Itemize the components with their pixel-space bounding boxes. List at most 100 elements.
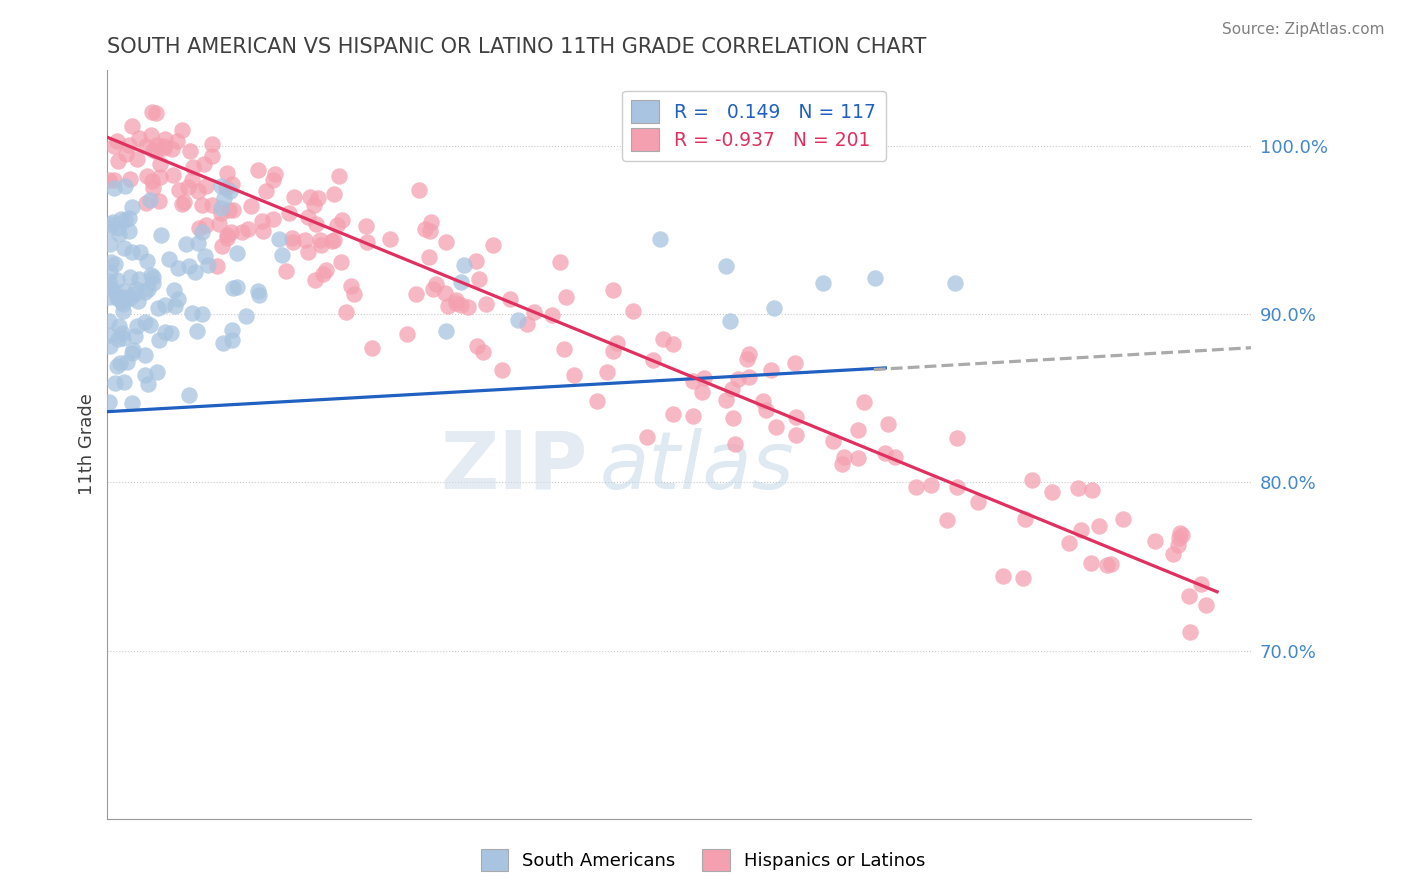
Point	[134, 348, 156, 362]
Point	[434, 324, 457, 338]
Point	[103, 215, 125, 229]
Point	[146, 301, 169, 315]
Point	[179, 260, 201, 274]
Point	[875, 446, 897, 460]
Point	[112, 297, 135, 311]
Point	[1112, 511, 1135, 525]
Point	[186, 324, 208, 338]
Point	[134, 368, 156, 383]
Point	[114, 213, 136, 227]
Point	[562, 368, 585, 382]
Point	[98, 314, 121, 328]
Point	[163, 283, 186, 297]
Point	[107, 273, 129, 287]
Point	[1167, 538, 1189, 552]
Legend: R =   0.149   N = 117, R = -0.937   N = 201: R = 0.149 N = 117, R = -0.937 N = 201	[621, 91, 886, 161]
Point	[437, 299, 460, 313]
Point	[481, 238, 503, 252]
Point	[195, 178, 218, 193]
Point	[148, 194, 170, 209]
Point	[183, 160, 205, 174]
Point	[250, 214, 273, 228]
Point	[641, 353, 664, 368]
Point	[465, 338, 488, 352]
Point	[201, 198, 224, 212]
Point	[112, 290, 135, 304]
Point	[184, 265, 207, 279]
Point	[98, 217, 121, 231]
Point	[821, 434, 844, 448]
Point	[661, 336, 683, 351]
Point	[299, 189, 322, 203]
Point	[148, 333, 170, 347]
Point	[153, 139, 176, 153]
Point	[121, 119, 143, 133]
Point	[103, 138, 125, 153]
Point	[652, 332, 675, 346]
Point	[177, 180, 200, 194]
Point	[97, 275, 120, 289]
Text: ZIP: ZIP	[440, 428, 588, 506]
Point	[112, 285, 135, 299]
Point	[1040, 484, 1063, 499]
Point	[262, 212, 284, 227]
Point	[304, 272, 326, 286]
Point	[1189, 577, 1212, 591]
Point	[848, 450, 870, 465]
Point	[446, 293, 468, 307]
Point	[134, 314, 156, 328]
Point	[832, 450, 855, 465]
Point	[201, 149, 224, 163]
Point	[125, 153, 148, 167]
Point	[136, 376, 159, 391]
Point	[191, 197, 214, 211]
Point	[281, 231, 304, 245]
Point	[419, 215, 441, 229]
Point	[1070, 524, 1092, 538]
Point	[648, 232, 671, 246]
Point	[326, 218, 349, 232]
Point	[121, 244, 143, 259]
Point	[221, 225, 243, 239]
Point	[307, 191, 329, 205]
Point	[405, 286, 427, 301]
Point	[128, 245, 150, 260]
Point	[212, 335, 235, 350]
Point	[215, 180, 238, 194]
Point	[921, 478, 943, 492]
Point	[252, 224, 274, 238]
Point	[304, 217, 326, 231]
Point	[118, 211, 141, 225]
Point	[218, 184, 240, 198]
Point	[112, 376, 135, 390]
Point	[142, 143, 165, 157]
Point	[378, 232, 401, 246]
Point	[444, 296, 467, 310]
Point	[188, 221, 211, 235]
Point	[554, 290, 576, 304]
Point	[360, 341, 382, 355]
Point	[946, 431, 969, 445]
Point	[276, 263, 298, 277]
Point	[120, 291, 142, 305]
Point	[309, 233, 332, 247]
Point	[179, 144, 201, 158]
Point	[418, 250, 440, 264]
Point	[211, 239, 233, 253]
Point	[166, 260, 188, 275]
Point	[335, 305, 357, 319]
Point	[222, 202, 245, 217]
Point	[209, 202, 232, 216]
Point	[118, 270, 141, 285]
Point	[122, 287, 145, 301]
Point	[155, 297, 177, 311]
Point	[118, 171, 141, 186]
Point	[194, 218, 217, 232]
Point	[221, 334, 243, 348]
Point	[121, 343, 143, 357]
Point	[214, 191, 236, 205]
Point	[1081, 483, 1104, 498]
Point	[935, 513, 957, 527]
Point	[723, 411, 745, 425]
Point	[146, 138, 169, 153]
